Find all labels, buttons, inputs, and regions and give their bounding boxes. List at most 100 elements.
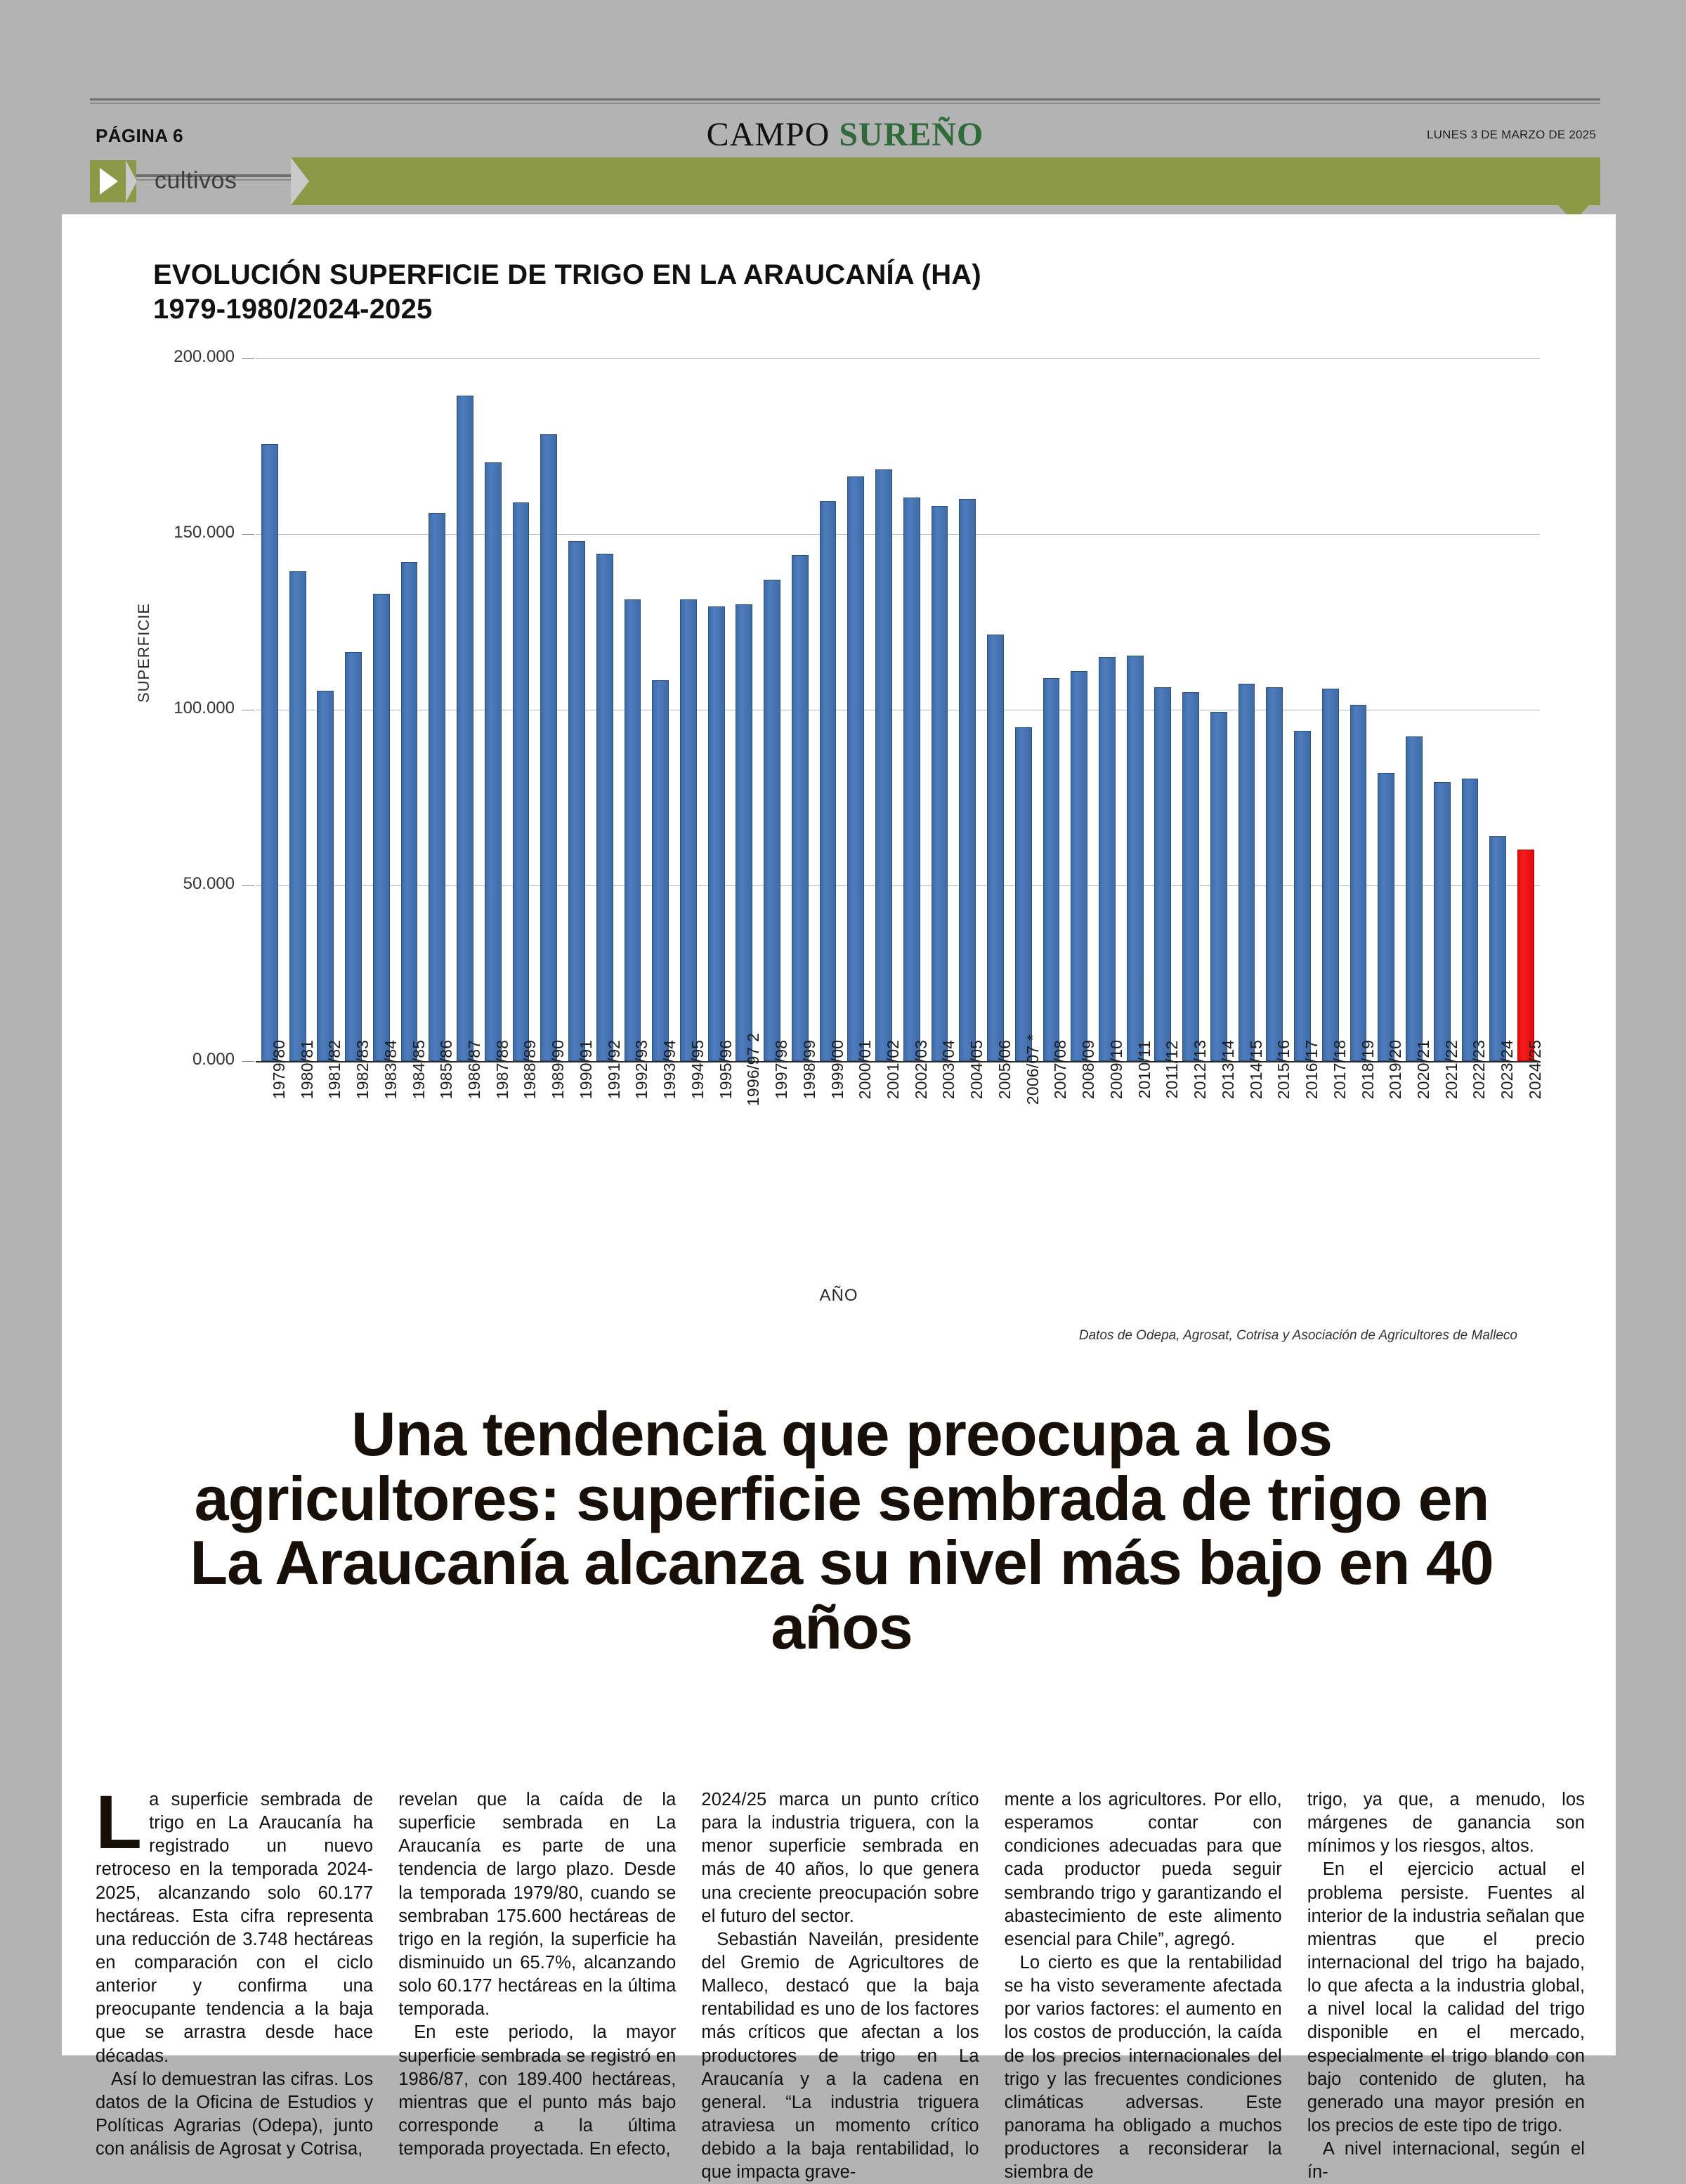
chart-bar: [736, 604, 753, 1061]
paragraph-text: mente a los agricultores. Por ello, espe…: [1004, 1790, 1282, 1949]
chart-bar: [1126, 655, 1144, 1061]
paragraph: En el ejercicio actual el problema persi…: [1307, 1858, 1585, 2138]
bar-slot: [1038, 358, 1066, 1061]
y-tick-mark: [242, 885, 254, 886]
chart-bar: [540, 434, 558, 1061]
chart-bar: [987, 634, 1004, 1061]
chart-bar: [1294, 731, 1311, 1061]
chart-bar: [512, 502, 530, 1061]
chart-bar: [1489, 836, 1507, 1061]
bar-slot: [1372, 358, 1400, 1061]
chart-bar: [875, 469, 892, 1061]
bar-slot: [1428, 358, 1456, 1061]
bar-slot: [451, 358, 479, 1061]
bar-slot: [814, 358, 842, 1061]
chart-bar: [791, 555, 809, 1061]
chart-title-line2: 1979-1980/2024-2025: [153, 293, 433, 325]
article-sheet: EVOLUCIÓN SUPERFICIE DE TRIGO EN LA ARAU…: [62, 214, 1616, 2182]
article-headline: Una tendencia que preocupa a los agricul…: [190, 1399, 1494, 1662]
chart-bar: [568, 541, 585, 1061]
x-axis-labels: 1979/80 1980/81 1981/82 1982/83 1983/84 1984/…: [256, 1033, 1544, 1278]
chart-bar: [429, 513, 446, 1061]
paragraph: mente a los agricultores. Por ello, espe…: [1005, 1788, 1282, 1951]
chart-bar: [372, 594, 390, 1061]
x-label-slot: 2019/20: [1372, 1040, 1404, 1278]
paragraph-text: trigo, ya que, a menudo, los márgenes de…: [1307, 1790, 1586, 1857]
chart-bar: [764, 580, 780, 1061]
x-tick-label: 2024/25: [1525, 1039, 1544, 1100]
chart-bar: [819, 500, 837, 1061]
plot-area: [256, 358, 1540, 1061]
x-label-slot: 2013/14: [1205, 1040, 1237, 1278]
gridline: [256, 358, 1540, 359]
x-label-slot: 2005/06: [981, 1040, 1014, 1278]
x-label-slot: 1988/89: [507, 1040, 539, 1278]
drop-cap: L: [96, 1779, 143, 1864]
chart-source-note: Datos de Odepa, Agrosat, Cotrisa y Asoci…: [1078, 1328, 1517, 1343]
bar-slot: [674, 358, 702, 1061]
y-tick-mark: [242, 1061, 254, 1062]
x-label-slot: 1984/85: [396, 1040, 428, 1278]
x-label-slot: 2017/18: [1316, 1040, 1349, 1278]
masthead-rule-top: [90, 98, 1600, 100]
bar-slot: [1316, 358, 1345, 1061]
bar-slot: [1484, 358, 1512, 1061]
bar-slot: [646, 358, 674, 1061]
x-label-slot: 2010/11: [1121, 1041, 1154, 1278]
x-label-slot: 1998/99: [786, 1040, 818, 1278]
x-axis-title: AÑO: [819, 1286, 858, 1305]
y-tick-label: 100.000: [174, 698, 235, 717]
chart-bar: [707, 606, 725, 1061]
x-label-slot: 1999/00: [814, 1040, 847, 1278]
x-label-slot: 1997/98: [758, 1040, 790, 1278]
chart-bar: [1321, 689, 1339, 1061]
logo-sureno: SUREÑO: [839, 116, 984, 153]
chart-bar: [289, 571, 306, 1061]
x-label-slot: 1979/80: [256, 1040, 288, 1278]
paragraph-text: a superficie sembrada de trigo en La Ara…: [96, 1790, 374, 2066]
bar-slot: [1149, 358, 1177, 1061]
issue-date: LUNES 3 DE MARZO DE 2025: [1427, 128, 1596, 141]
bar-slot: [591, 358, 619, 1061]
paragraph-text: En este periodo, la mayor superficie sem…: [398, 2022, 677, 2159]
chart-bar: [1154, 687, 1172, 1061]
bar-slot: [1009, 358, 1038, 1061]
bar-slot: [311, 358, 339, 1061]
chart-bar: [345, 651, 362, 1061]
paragraph-text: A nivel internacional, según el ín-: [1307, 2139, 1586, 2183]
paragraph-text: revelan que la caída de la superficie se…: [398, 1790, 677, 2020]
chart-bar: [624, 599, 641, 1061]
chart-bar: [1406, 736, 1423, 1061]
paragraph: A nivel internacional, según el ín-: [1307, 2138, 1585, 2184]
y-tick-mark: [242, 534, 254, 535]
bar-slot: [1065, 358, 1093, 1061]
chart-bar: [400, 562, 418, 1061]
x-label-slot: 1992/93: [619, 1040, 651, 1278]
bar-slot: [1456, 358, 1484, 1061]
chart-bar: [1461, 778, 1479, 1061]
x-label-slot: 2011/12: [1149, 1041, 1181, 1278]
bar-slot: [981, 358, 1009, 1061]
bar-slot: [367, 358, 396, 1061]
bar-slot: [1205, 358, 1233, 1061]
chart-bar: [931, 506, 948, 1061]
bar-slot: [479, 358, 507, 1061]
chart-bar: [484, 462, 502, 1061]
bar-slot: [619, 358, 647, 1061]
paragraph: Sebastián Naveilán, presidente del Gremi…: [701, 1928, 979, 2184]
x-label-slot: 2021/22: [1428, 1040, 1460, 1278]
x-label-slot: 2000/01: [842, 1040, 874, 1278]
y-tick-label: 0.000: [192, 1050, 235, 1069]
chart-bar: [679, 599, 697, 1061]
chart-bar: [1210, 711, 1227, 1061]
paragraph: En este periodo, la mayor superficie sem…: [398, 2021, 676, 2161]
x-label-slot: 2008/09: [1065, 1040, 1097, 1278]
x-label-slot: 1983/84: [367, 1040, 400, 1278]
paragraph-text: Lo cierto es que la rentabilidad se ha v…: [1004, 1952, 1282, 2183]
gridline: [256, 885, 1540, 886]
bar-slot: [423, 358, 451, 1061]
paragraph: Lo cierto es que la rentabilidad se ha v…: [1005, 1951, 1282, 2184]
bar-slot: [842, 358, 870, 1061]
x-label-slot: 2003/04: [926, 1040, 958, 1278]
